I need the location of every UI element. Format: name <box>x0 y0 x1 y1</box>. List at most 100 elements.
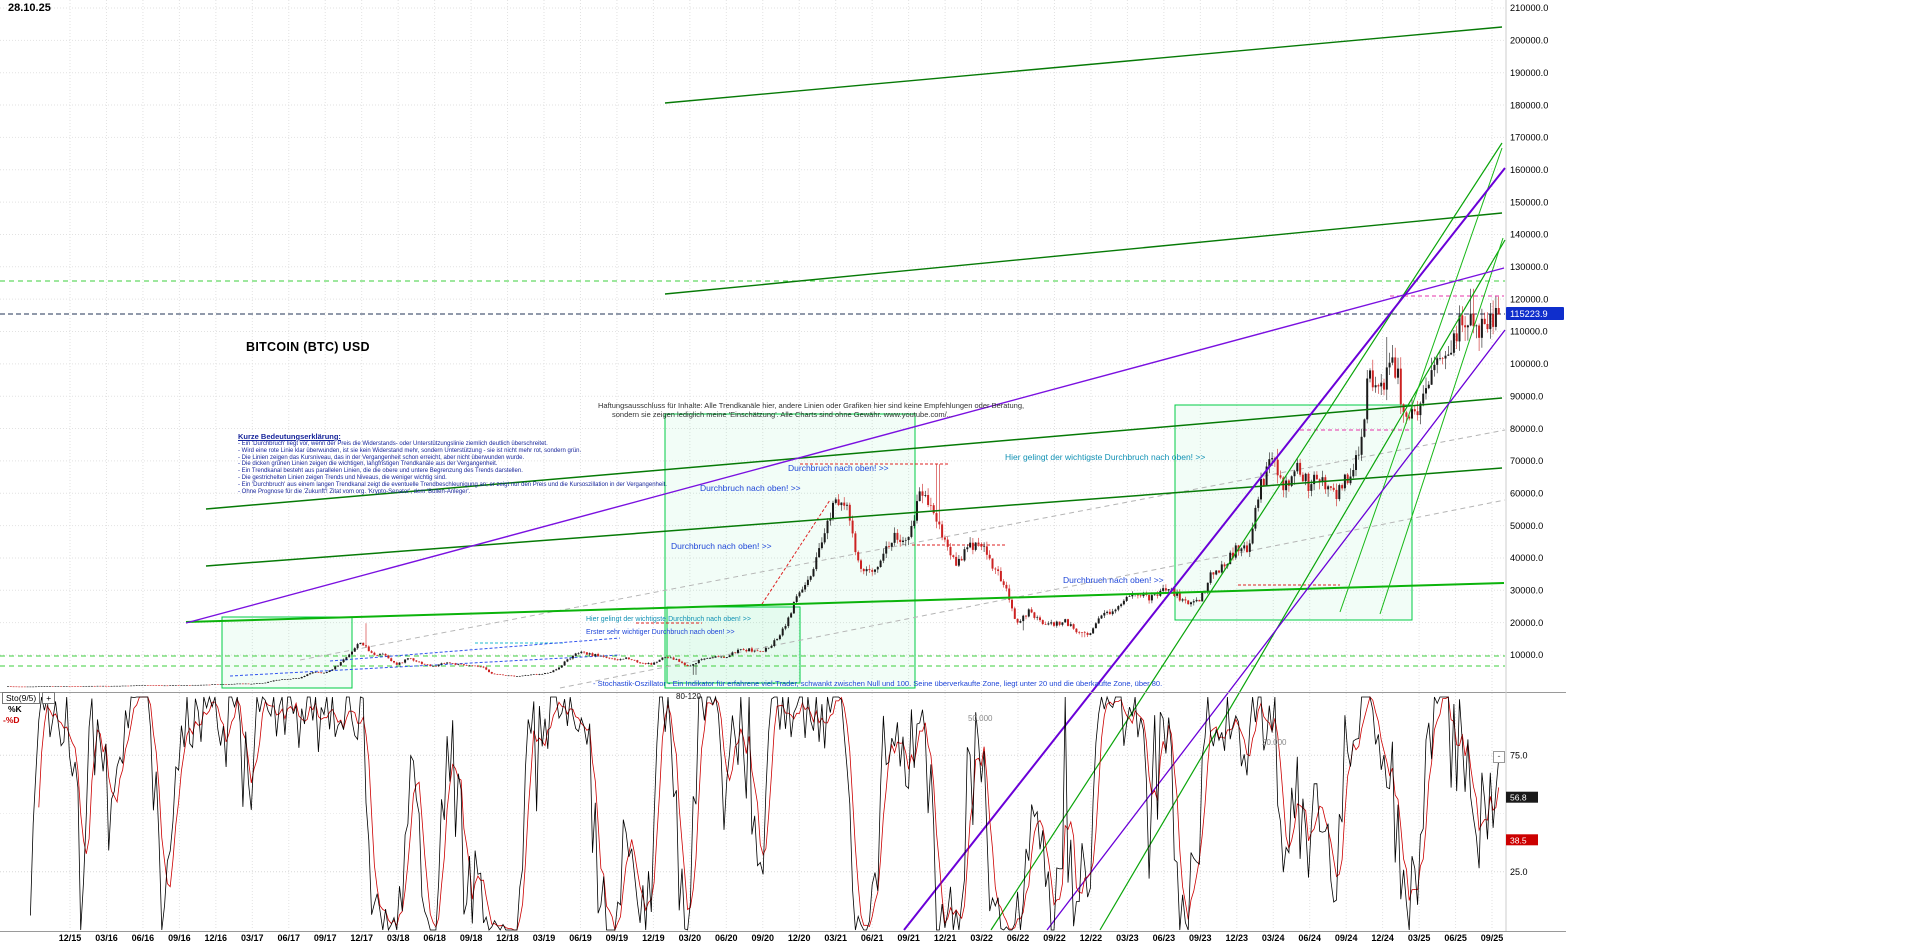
time-axis-label: 06/25 <box>1444 933 1467 943</box>
price-axis-label: 60000.0 <box>1510 488 1543 498</box>
chart-title: BITCOIN (BTC) USD <box>246 340 370 354</box>
chart-date-label: 28.10.25 <box>8 2 51 14</box>
time-axis-label: 03/22 <box>970 933 993 943</box>
legend-explanation-line: - Ohne Prognose für die 'Zukunft'! Zitat… <box>238 488 471 495</box>
time-axis-label: 03/16 <box>95 933 118 943</box>
time-axis-label: 06/16 <box>132 933 155 943</box>
time-axis-label: 09/17 <box>314 933 337 943</box>
time-axis-label: 09/22 <box>1043 933 1066 943</box>
candlestick-series <box>7 288 1500 688</box>
grid-layer <box>0 0 1505 930</box>
time-axis-label: 12/15 <box>59 933 82 943</box>
time-axis-label: 06/24 <box>1298 933 1321 943</box>
disclaimer-line1: Haftungsausschluss für Inhalte: Alle Tre… <box>598 401 1025 410</box>
stochastic-d-line <box>38 696 1500 932</box>
price-axis-label: 200000.0 <box>1510 36 1548 46</box>
stochastic-k-label: %K <box>8 704 22 714</box>
disclaimer-line2: sondern sie zeigen lediglich meine 'Eins… <box>612 410 953 419</box>
time-axis-label: 09/20 <box>752 933 775 943</box>
stochastic-d-badge: 38.5 <box>1506 834 1538 846</box>
price-axis-label: 120000.0 <box>1510 294 1548 304</box>
oscillator-tick-label: 75.0 <box>1510 750 1528 760</box>
price-axis-label: 130000.0 <box>1510 262 1548 272</box>
price-axis-label: 210000.0 <box>1510 3 1548 13</box>
price-axis-label: 180000.0 <box>1510 100 1548 110</box>
trend-lines-layer <box>185 26 1506 931</box>
time-axis-label: 12/21 <box>934 933 957 943</box>
legend-explanation-line: - Ein Trendkanal besteht aus parallelen … <box>238 468 523 475</box>
time-axis-label: 12/19 <box>642 933 665 943</box>
price-axis-label: 110000.0 <box>1510 327 1548 337</box>
time-axis-label: 09/16 <box>168 933 191 943</box>
panel-separators <box>0 0 1566 932</box>
time-axis-label: 09/23 <box>1189 933 1212 943</box>
time-axis-label: 03/24 <box>1262 933 1285 943</box>
price-axis-label: 150000.0 <box>1510 197 1548 207</box>
indicator-settings-button[interactable]: Sto(9/5) <box>2 692 41 704</box>
time-axis-label: 12/23 <box>1226 933 1249 943</box>
legend-explanation-heading: Kurze Bedeutungserklärung: <box>238 432 341 441</box>
price-axis-label: 90000.0 <box>1510 391 1543 401</box>
dashed-lines-layer <box>0 280 1506 689</box>
time-axis-label: 06/23 <box>1153 933 1176 943</box>
stochastic-k-line <box>30 695 1500 932</box>
stochastic-d-value: 38.5 <box>1510 835 1527 845</box>
time-axis-label: 03/19 <box>533 933 556 943</box>
stochastic-k-value: 56.8 <box>1510 793 1527 803</box>
time-axis-label: 12/17 <box>350 933 373 943</box>
stochastic-oscillator-panel <box>30 695 1500 932</box>
time-axis-label: 12/16 <box>205 933 228 943</box>
stochastic-k-badge: 56.8 <box>1506 791 1538 803</box>
price-axis-label: 190000.0 <box>1510 68 1548 78</box>
time-axis-label: 06/19 <box>569 933 592 943</box>
time-axis-label: 03/18 <box>387 933 410 943</box>
stochastic-d-label: -%D <box>3 715 20 725</box>
time-axis-label: 12/24 <box>1371 933 1394 943</box>
price-axis-label: 30000.0 <box>1510 586 1543 596</box>
oscillator-header: Sto(9/5) + <box>2 692 56 704</box>
legend-explanation-line: - Ein 'Durchbruch' liegt vor, wenn der P… <box>238 441 548 447</box>
legend-explanation: Kurze Bedeutungserklärung: - Ein 'Durchb… <box>238 433 667 495</box>
time-axis-label: 06/21 <box>861 933 884 943</box>
time-axis-label: 06/22 <box>1007 933 1030 943</box>
legend-explanation-line: - Die Linien zeigen das Kursniveau, das … <box>238 454 525 461</box>
time-axis-label: 06/20 <box>715 933 738 943</box>
price-axis-label: 140000.0 <box>1510 230 1548 240</box>
oscillator-axis: 75.0 25.0 <box>1510 750 1528 877</box>
price-axis-label: 40000.0 <box>1510 553 1543 563</box>
time-axis-label: 09/25 <box>1481 933 1504 943</box>
price-axis-label: 100000.0 <box>1510 359 1548 369</box>
time-axis-label: 03/20 <box>679 933 702 943</box>
time-axis-label: 06/17 <box>278 933 301 943</box>
time-axis-label: 12/20 <box>788 933 811 943</box>
legend-explanation-line: - Ein 'Durchbruch' aus einem langen Tren… <box>238 481 667 488</box>
time-axis-label: 09/19 <box>606 933 629 943</box>
collapse-indicator-button[interactable]: - <box>1493 751 1505 763</box>
time-axis-label: 12/18 <box>496 933 519 943</box>
legend-explanation-line: - Die dicken grünen Linien zeigen die wi… <box>238 461 498 468</box>
time-axis-label: 09/18 <box>460 933 483 943</box>
price-axis-label: 10000.0 <box>1510 650 1543 660</box>
time-axis-label: 12/22 <box>1080 933 1103 943</box>
price-axis-label: 160000.0 <box>1510 165 1548 175</box>
price-axis-label: 20000.0 <box>1510 618 1543 628</box>
time-axis-label: 03/17 <box>241 933 264 943</box>
time-axis: 12/15 03/16 06/16 09/16 12/16 03/17 06/17 09/17… <box>59 933 1504 943</box>
price-axis-label: 80000.0 <box>1510 424 1543 434</box>
add-indicator-button[interactable]: + <box>42 692 56 704</box>
legend-explanation-lines: - Ein 'Durchbruch' liegt vor, wenn der P… <box>238 441 667 495</box>
time-axis-label: 09/24 <box>1335 933 1358 943</box>
time-axis-label: 03/23 <box>1116 933 1139 943</box>
price-axis-label: 170000.0 <box>1510 133 1548 143</box>
price-axis-label: 50000.0 <box>1510 521 1543 531</box>
time-axis-label: 03/25 <box>1408 933 1431 943</box>
price-axis-label: 70000.0 <box>1510 456 1543 466</box>
legend-explanation-line: - Wird eine rote Linie klar überwunden, … <box>238 447 582 454</box>
oscillator-tick-label: 25.0 <box>1510 867 1528 877</box>
time-axis-label: 03/21 <box>824 933 847 943</box>
time-axis-label: 09/21 <box>897 933 920 943</box>
time-axis-label: 06/18 <box>423 933 446 943</box>
legend-explanation-line: - Die gestrichelten Linien zeigen Trends… <box>238 474 447 481</box>
